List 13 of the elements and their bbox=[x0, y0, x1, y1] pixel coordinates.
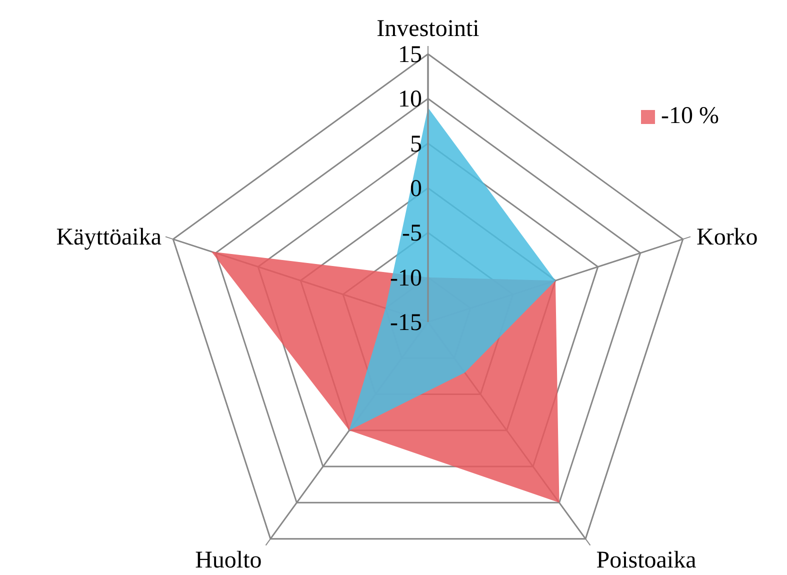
y-tick-label: 5 bbox=[410, 131, 422, 158]
spoke-label: Korko bbox=[696, 224, 758, 251]
legend-label: -10 % bbox=[661, 103, 719, 130]
y-tick-label: -15 bbox=[390, 310, 422, 336]
spoke-label: Investointi bbox=[376, 16, 480, 42]
y-tick-label: 10 bbox=[398, 86, 422, 113]
spoke-label: Huolto bbox=[195, 547, 262, 574]
y-tick-label: 15 bbox=[398, 42, 422, 68]
y-tick-label: -10 bbox=[390, 265, 422, 292]
spoke-label: Käyttöaika bbox=[56, 224, 162, 251]
y-tick-label: -5 bbox=[402, 220, 422, 247]
spoke-label: Poistoaika bbox=[596, 547, 697, 574]
y-tick-label: 0 bbox=[410, 176, 422, 202]
